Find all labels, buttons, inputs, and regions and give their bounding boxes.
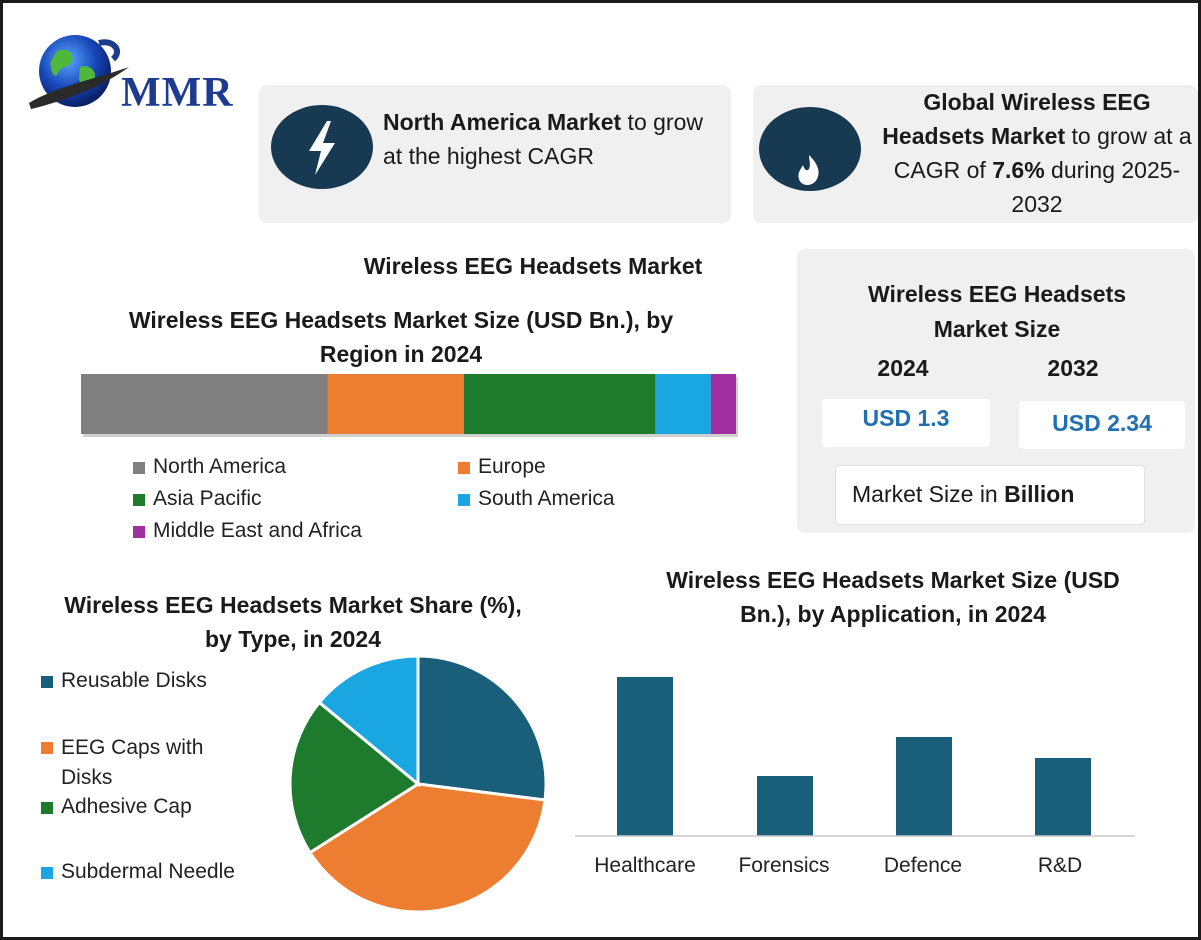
north-america-growth-text: to grow at the highest CAGR bbox=[383, 109, 703, 169]
value-2032: USD 2.34 bbox=[1052, 410, 1152, 436]
legend-label: Adhesive Cap bbox=[61, 795, 192, 818]
legend-swatch bbox=[133, 526, 145, 538]
value-2024: USD 1.3 bbox=[862, 405, 950, 431]
legend-swatch bbox=[41, 742, 53, 754]
region-segment-south-america bbox=[655, 374, 711, 434]
market-size-panel: Wireless EEG Headsets Market Size 2024 2… bbox=[797, 249, 1195, 533]
unit-note-prefix: Market Size in bbox=[852, 481, 1005, 507]
legend-swatch bbox=[41, 867, 53, 879]
main-title: Wireless EEG Headsets Market bbox=[363, 253, 703, 279]
unit-note-box: Market Size in Billion bbox=[835, 465, 1145, 525]
bar-forensics bbox=[757, 776, 813, 836]
pie-slice-reusable-disks bbox=[416, 654, 548, 802]
north-america-highlight-card: North America Market to grow at the high… bbox=[259, 85, 731, 223]
legend-label: Reusable Disks bbox=[61, 669, 207, 692]
legend-swatch bbox=[133, 462, 145, 474]
legend-swatch bbox=[41, 802, 53, 814]
bar-r-d bbox=[1035, 758, 1091, 836]
flame-icon bbox=[798, 155, 819, 185]
pie-slice-adhesive-cap bbox=[288, 700, 421, 855]
pie-slice-subdermal-needle bbox=[317, 654, 420, 788]
legend-label: Subdermal Needle bbox=[61, 860, 235, 883]
x-tick-forensics: Forensics bbox=[738, 854, 830, 877]
application-bar-chart bbox=[575, 677, 1135, 837]
legend-swatch bbox=[133, 494, 145, 506]
bar-defence bbox=[896, 737, 952, 836]
x-tick-defence: Defence bbox=[883, 854, 963, 877]
type-pie-chart bbox=[288, 654, 548, 914]
region-segment-asia-pacific bbox=[463, 374, 656, 434]
legend-swatch bbox=[458, 462, 470, 474]
legend-adhesive-cap: Adhesive Cap bbox=[41, 795, 192, 819]
legend-eeg-caps-with-disks: EEG Caps with Disks bbox=[41, 733, 231, 793]
region-segment-europe bbox=[327, 374, 464, 434]
legend-north-america: North America bbox=[133, 455, 286, 479]
region-chart-title: Wireless EEG Headsets Market Size (USD B… bbox=[128, 307, 674, 367]
legend-label: Middle East and Africa bbox=[153, 519, 362, 542]
global-market-label: Global Wireless EEG Headsets Market bbox=[882, 89, 1151, 149]
global-cagr-text: Global Wireless EEG Headsets Market to g… bbox=[881, 85, 1193, 221]
legend-europe: Europe bbox=[458, 455, 546, 479]
application-chart-title: Wireless EEG Headsets Market Size (USD B… bbox=[666, 567, 1120, 627]
year-2024-label: 2024 bbox=[877, 355, 929, 381]
lightning-icon bbox=[309, 121, 335, 175]
value-2024-box: USD 1.3 bbox=[822, 399, 990, 447]
legend-label: EEG Caps with Disks bbox=[61, 736, 204, 789]
cagr-value: 7.6% bbox=[992, 157, 1045, 183]
forecast-period-text: during 2025-2032 bbox=[1011, 157, 1181, 217]
region-stacked-bar-chart bbox=[81, 374, 738, 437]
mmr-globe-logo bbox=[29, 35, 129, 109]
flame-icon-circle bbox=[759, 107, 861, 191]
region-segment-middle-east-and-africa bbox=[710, 374, 736, 434]
lightning-icon-circle bbox=[271, 105, 373, 189]
infographic: MMR North America Market to grow at the … bbox=[3, 3, 1198, 937]
year-2032-label: 2032 bbox=[1047, 355, 1099, 381]
legend-middle-east-africa: Middle East and Africa bbox=[133, 519, 362, 543]
unit-note: Market Size in Billion bbox=[836, 466, 1144, 522]
legend-reusable-disks: Reusable Disks bbox=[41, 669, 207, 693]
market-size-title: Wireless EEG Headsets Market Size bbox=[867, 281, 1127, 342]
legend-swatch bbox=[41, 676, 53, 688]
mmr-logo-text: MMR bbox=[121, 70, 234, 116]
legend-label: South America bbox=[478, 487, 615, 510]
north-america-highlight-text: North America Market to grow at the high… bbox=[383, 105, 713, 173]
value-2032-box: USD 2.34 bbox=[1019, 401, 1185, 449]
legend-label: Europe bbox=[478, 455, 546, 478]
region-segment-north-america bbox=[81, 374, 328, 434]
global-growth-text: to grow at a CAGR of bbox=[893, 123, 1192, 183]
bar-healthcare bbox=[617, 677, 673, 836]
x-tick-healthcare: Healthcare bbox=[594, 854, 696, 877]
legend-subdermal-needle: Subdermal Needle bbox=[41, 860, 235, 884]
global-cagr-highlight-card: Global Wireless EEG Headsets Market to g… bbox=[753, 85, 1198, 223]
type-chart-title: Wireless EEG Headsets Market Share (%), … bbox=[64, 592, 522, 652]
legend-swatch bbox=[458, 494, 470, 506]
legend-label: Asia Pacific bbox=[153, 487, 262, 510]
x-tick-rd: R&D bbox=[1037, 854, 1083, 877]
unit-note-bold: Billion bbox=[1004, 481, 1075, 507]
legend-south-america: South America bbox=[458, 487, 615, 511]
legend-label: North America bbox=[153, 455, 287, 478]
legend-asia-pacific: Asia Pacific bbox=[133, 487, 262, 511]
north-america-market-label: North America Market bbox=[383, 109, 622, 135]
